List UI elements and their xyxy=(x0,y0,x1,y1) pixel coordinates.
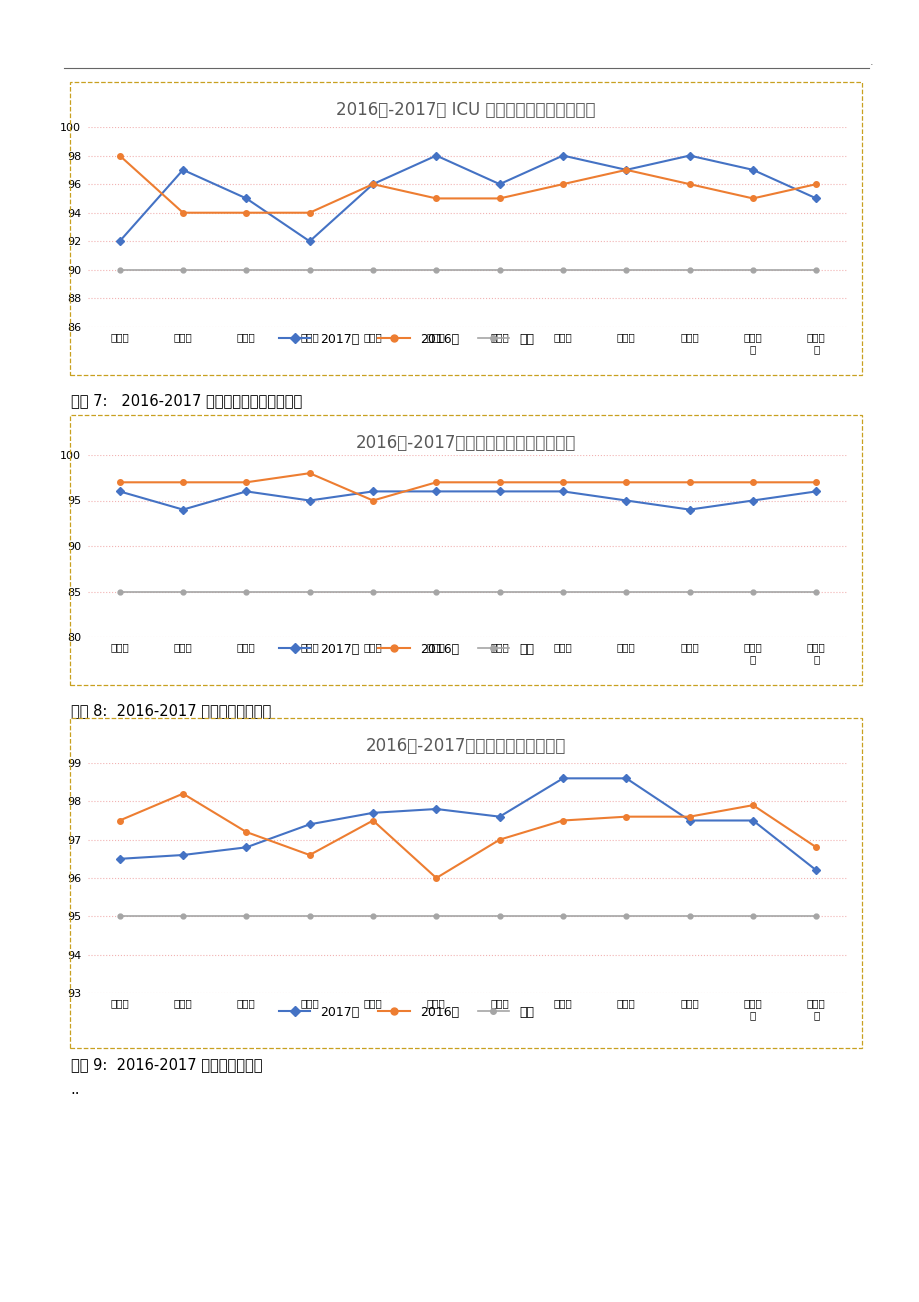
Text: ..: .. xyxy=(71,1082,80,1098)
Text: 2016年-2017年消毒隔离质量对比图: 2016年-2017年消毒隔离质量对比图 xyxy=(366,737,565,755)
Text: 图表 7:   2016-2017 年优质护理服务落实情况: 图表 7: 2016-2017 年优质护理服务落实情况 xyxy=(71,393,301,408)
Text: 2016年-2017年优质护理服务质量对比图: 2016年-2017年优质护理服务质量对比图 xyxy=(356,434,575,452)
Legend: 2017年, 2016年, 目标: 2017年, 2016年, 目标 xyxy=(274,1001,539,1023)
Legend: 2017年, 2016年, 目标: 2017年, 2016年, 目标 xyxy=(274,638,539,660)
Text: 2016年-2017年 ICU 十大安全质量目标对比图: 2016年-2017年 ICU 十大安全质量目标对比图 xyxy=(335,102,596,118)
Text: 图表 9:  2016-2017 年护理文书质量: 图表 9: 2016-2017 年护理文书质量 xyxy=(71,1057,262,1072)
Legend: 2017年, 2016年, 目标: 2017年, 2016年, 目标 xyxy=(274,328,539,350)
Text: .: . xyxy=(868,57,872,66)
Text: 图表 8:  2016-2017 年消毒隔离合格率: 图表 8: 2016-2017 年消毒隔离合格率 xyxy=(71,703,271,717)
